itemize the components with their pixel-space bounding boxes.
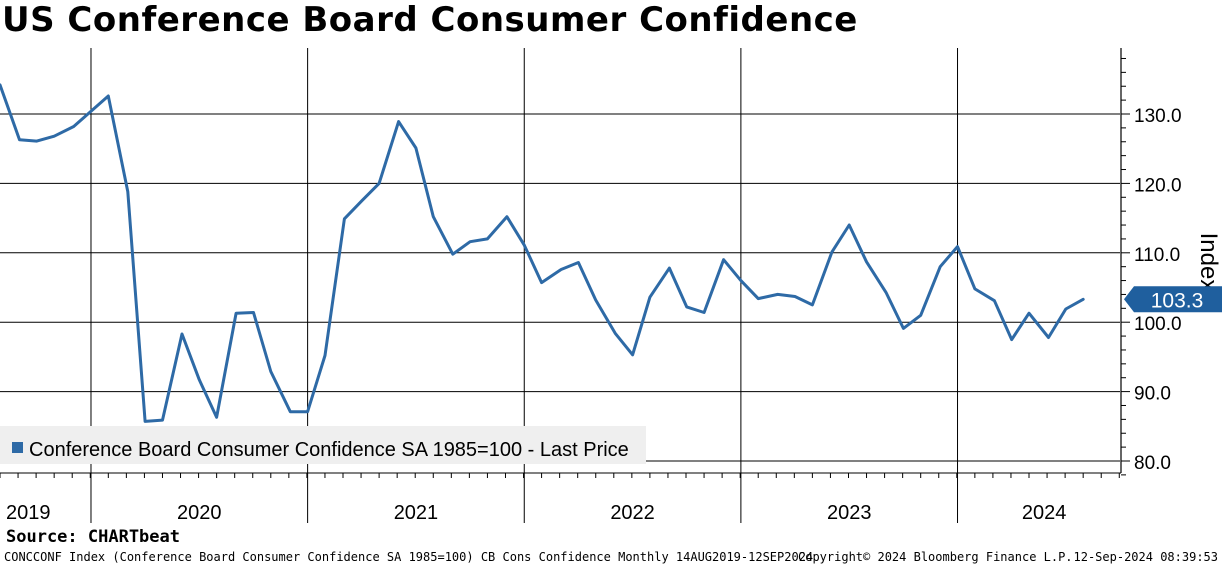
y-axis-title: Index [1195, 233, 1222, 292]
source-note: Source: CHARTbeat [6, 527, 180, 547]
x-year-label: 2020 [177, 502, 222, 524]
x-year-label: 2019 [6, 502, 51, 524]
y-tick-label: 80.0 [1134, 453, 1171, 474]
x-year-label: 2023 [827, 502, 872, 524]
y-tick-label: 90.0 [1134, 384, 1171, 405]
x-year-label: 2021 [394, 502, 439, 524]
last-price-tag [1124, 286, 1222, 313]
legend-box [0, 426, 646, 464]
y-tick-label: 120.0 [1134, 175, 1182, 196]
legend-swatch [12, 442, 23, 453]
footer-ticker-info: CONCCONF Index (Conference Board Consume… [4, 550, 814, 564]
chart-title: US Conference Board Consumer Confidence [2, 0, 858, 40]
footer-timestamp: 12-Sep-2024 08:39:53 [1073, 550, 1219, 564]
legend-label: Conference Board Consumer Confidence SA … [29, 439, 629, 461]
x-year-label: 2022 [610, 502, 655, 524]
footer-copyright: Copyright© 2024 Bloomberg Finance L.P. [798, 550, 1073, 564]
y-tick-label: 110.0 [1134, 245, 1180, 266]
y-tick-label: 130.0 [1134, 106, 1182, 127]
last-price-label: 103.3 [1151, 289, 1204, 312]
x-year-label: 2024 [1022, 502, 1067, 524]
y-tick-label: 100.0 [1134, 314, 1182, 335]
